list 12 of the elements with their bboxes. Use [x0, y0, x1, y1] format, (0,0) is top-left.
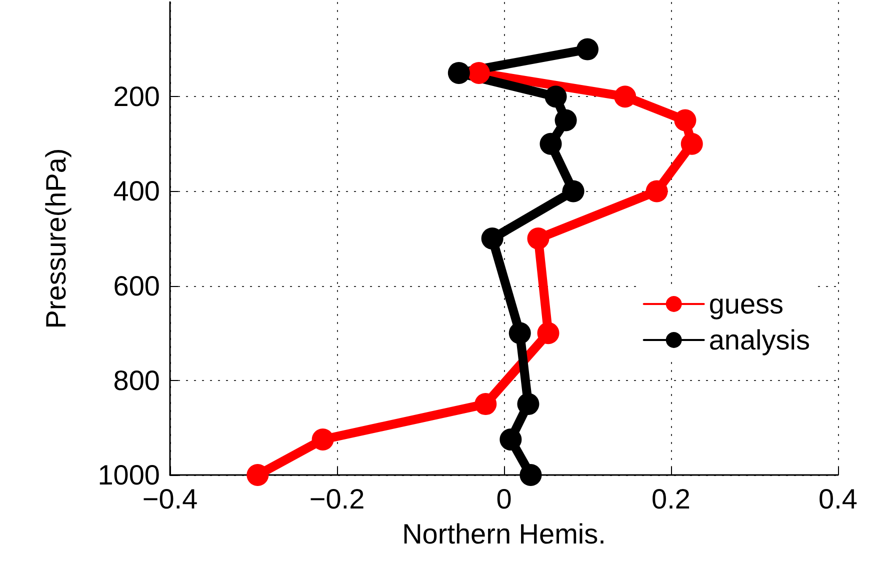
x-tick-label: 0.2 — [652, 484, 690, 514]
y-tick-label: 400 — [113, 176, 160, 207]
y-tick-label: 600 — [113, 270, 160, 302]
legend-label: analysis — [708, 324, 810, 356]
x-tick-label: 0 — [496, 484, 512, 514]
x-axis-title: Northern Hemis. — [402, 518, 606, 550]
x-tick-label: −0.2 — [309, 484, 365, 514]
x-tick-label: 0.4 — [818, 484, 858, 514]
y-axis-title: Pressure(hPa) — [40, 148, 72, 329]
y-tick-label: 800 — [113, 364, 160, 396]
legend-label: guess — [708, 288, 784, 320]
y-tick-label: 200 — [113, 81, 160, 112]
